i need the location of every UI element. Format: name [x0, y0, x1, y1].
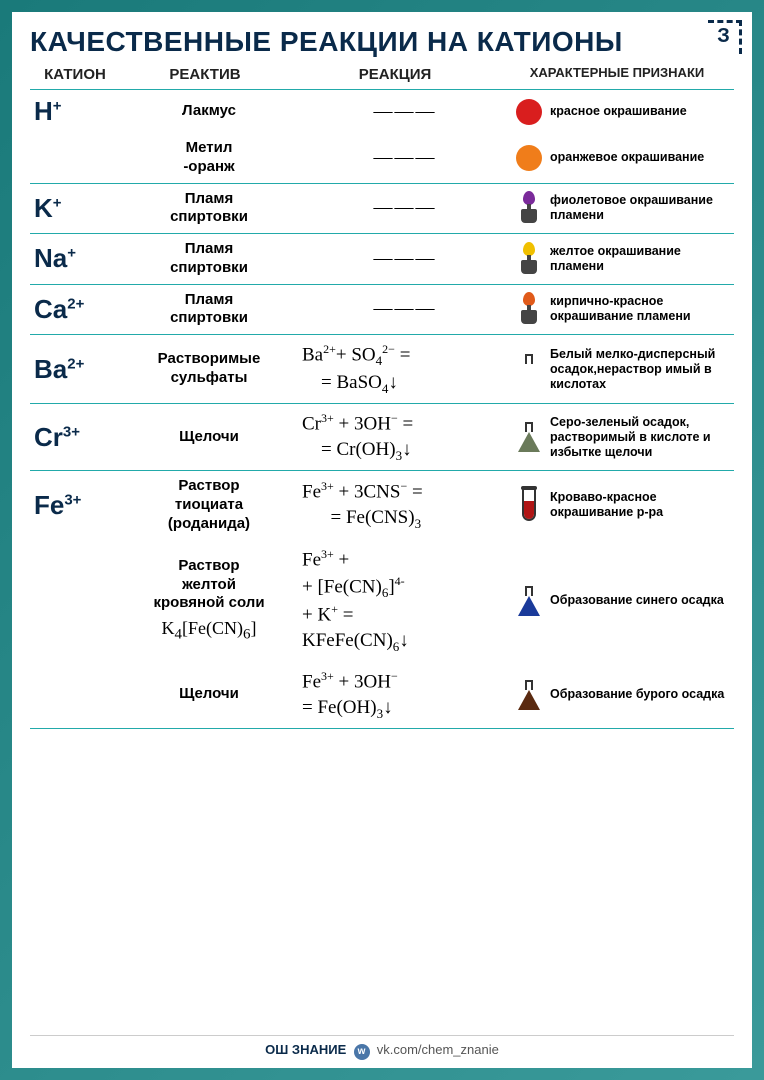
color-dot-icon: [516, 99, 542, 125]
flask-icon: [516, 354, 542, 384]
icon-cell: [512, 294, 546, 324]
reagent-cell: Пламяспиртовки: [124, 190, 294, 228]
hdr-reaction: РЕАКЦИЯ: [290, 66, 500, 83]
cation-cell: Ca2+: [30, 294, 120, 325]
sign-cell: Образование синего осадка: [550, 593, 734, 608]
hdr-reagent: РЕАКТИВ: [120, 66, 290, 83]
reagent-cell: Раствортиоциата(роданида): [124, 477, 294, 533]
burner-icon: [516, 193, 542, 223]
footer: ОШ ЗНАНИЕ w vk.com/chem_znanie: [30, 1035, 734, 1060]
reagent-cell: Метил-оранж: [124, 139, 294, 177]
table-row: Cr3+ЩелочиCr3+ + 3OH− = = Cr(OH)3↓ Серо-…: [30, 404, 734, 471]
color-dot-icon: [516, 145, 542, 171]
corner-mark: З: [708, 20, 742, 54]
reagent-cell: Лакмус: [124, 102, 294, 121]
table-row: Ba2+РастворимыесульфатыBa2++ SO42− = = B…: [30, 335, 734, 404]
sign-cell: красное окрашивание: [550, 104, 734, 119]
icon-cell: [512, 145, 546, 171]
flask-icon: [516, 422, 542, 452]
reagent-cell: Пламяспиртовки: [124, 291, 294, 329]
cation-cell: Fe3+: [30, 490, 120, 521]
cation-cell: K+: [30, 193, 120, 224]
reaction-cell: Fe3+ + 3OH−= Fe(OH)3↓: [298, 668, 508, 722]
reaction-cell: ———: [298, 145, 508, 171]
icon-cell: [512, 680, 546, 710]
table-row: H+Лакмус——— красное окрашивание: [30, 90, 734, 133]
sign-cell: Кроваво-красное окрашивание р-ра: [550, 490, 734, 520]
sign-cell: фиолетовое окрашивание пламени: [550, 193, 734, 223]
page-title: КАЧЕСТВЕННЫЕ РЕАКЦИИ НА КАТИОНЫ: [30, 26, 734, 58]
footer-brand: ОШ ЗНАНИЕ: [265, 1042, 346, 1057]
sheet: З КАЧЕСТВЕННЫЕ РЕАКЦИИ НА КАТИОНЫ КАТИОН…: [12, 12, 752, 1068]
reaction-cell: ———: [298, 195, 508, 221]
table-row: Fe3+Раствортиоциата(роданида)Fe3+ + 3CNS…: [30, 471, 734, 539]
reaction-cell: Cr3+ + 3OH− = = Cr(OH)3↓: [298, 410, 508, 464]
sign-cell: оранжевое окрашивание: [550, 150, 734, 165]
icon-cell: [512, 422, 546, 452]
table-row: K+Пламяспиртовки——— фиолетовое окрашиван…: [30, 184, 734, 235]
reaction-cell: ———: [298, 296, 508, 322]
icon-cell: [512, 244, 546, 274]
reaction-cell: Ba2++ SO42− = = BaSO4↓: [298, 341, 508, 397]
table-row: Метил-оранж——— оранжевое окрашивание: [30, 133, 734, 184]
table-header: КАТИОН РЕАКТИВ РЕАКЦИЯ ХАРАКТЕРНЫЕ ПРИЗН…: [30, 64, 734, 90]
cation-cell: Ba2+: [30, 354, 120, 385]
icon-cell: [512, 586, 546, 616]
sign-cell: Серо-зеленый осадок, растворимый в кисло…: [550, 415, 734, 460]
table-body: H+Лакмус———красное окрашиваниеМетил-оран…: [30, 90, 734, 1035]
cation-cell: Na+: [30, 243, 120, 274]
sign-cell: Белый мелко-дисперсный осадок,нераствор …: [550, 347, 734, 392]
reaction-cell: Fe3+ + 3CNS− = = Fe(CNS)3: [298, 478, 508, 532]
test-tube-icon: [522, 489, 536, 521]
reaction-cell: ———: [298, 99, 508, 125]
icon-cell: [512, 99, 546, 125]
reagent-cell: Щелочи: [124, 428, 294, 447]
sign-cell: кирпично-красное окрашивание пламени: [550, 294, 734, 324]
table-row: ЩелочиFe3+ + 3OH−= Fe(OH)3↓ Образование …: [30, 662, 734, 729]
table-row: Ca2+Пламяспиртовки——— кирпично-красное о…: [30, 285, 734, 336]
burner-icon: [516, 244, 542, 274]
reagent-cell: Пламяспиртовки: [124, 240, 294, 278]
hdr-cation: КАТИОН: [30, 66, 120, 83]
flask-icon: [516, 586, 542, 616]
hdr-sign: ХАРАКТЕРНЫЕ ПРИЗНАКИ: [500, 66, 734, 83]
icon-cell: [512, 489, 546, 521]
reaction-cell: Fe3+ ++ [Fe(CN)6]4-+ K+ =KFeFe(CN)6↓: [298, 546, 508, 656]
table-row: Na+Пламяспиртовки——— желтое окрашивание …: [30, 234, 734, 285]
vk-icon: w: [354, 1044, 370, 1060]
icon-cell: [512, 354, 546, 384]
table-row: Растворжелтойкровяной солиK4[Fe(CN)6]Fe3…: [30, 540, 734, 662]
sign-cell: желтое окрашивание пламени: [550, 244, 734, 274]
icon-cell: [512, 193, 546, 223]
reagent-cell: Растворжелтойкровяной солиK4[Fe(CN)6]: [124, 557, 294, 645]
burner-icon: [516, 294, 542, 324]
flask-icon: [516, 680, 542, 710]
sign-cell: Образование бурого осадка: [550, 687, 734, 702]
reagent-cell: Растворимыесульфаты: [124, 350, 294, 388]
cation-cell: Cr3+: [30, 422, 120, 453]
reagent-cell: Щелочи: [124, 685, 294, 704]
footer-link: vk.com/chem_znanie: [377, 1042, 499, 1057]
reaction-cell: ———: [298, 246, 508, 272]
cation-cell: H+: [30, 96, 120, 127]
